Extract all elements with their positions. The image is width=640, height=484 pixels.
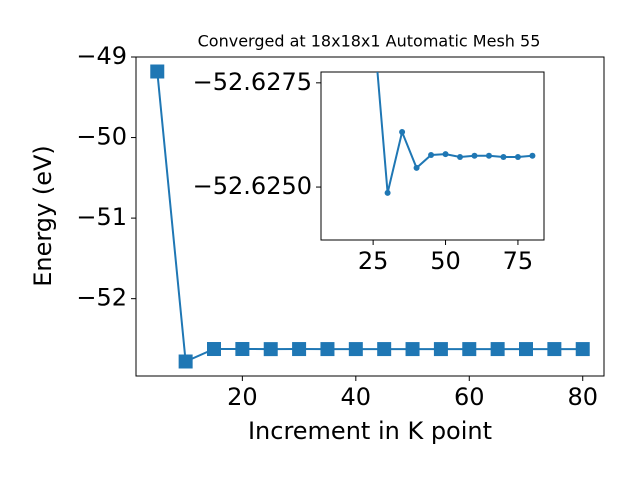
marker (370, 17, 376, 23)
x-tick-label: 80 (567, 383, 598, 411)
marker (150, 64, 165, 79)
marker (348, 342, 363, 357)
marker (547, 342, 562, 357)
x-tick-label: 40 (341, 383, 372, 411)
marker (384, 189, 391, 196)
marker (462, 342, 477, 357)
marker (413, 164, 420, 171)
marker (529, 152, 536, 159)
series-line (156, 71, 583, 363)
x-axis-label: Increment in K point (248, 417, 492, 445)
marker (457, 154, 464, 161)
series-group (150, 64, 590, 369)
marker (207, 342, 221, 357)
marker (320, 342, 335, 357)
series-group (370, 17, 536, 196)
marker (377, 342, 392, 357)
marker (399, 129, 406, 136)
marker (405, 342, 420, 357)
x-tick-label: 75 (503, 247, 534, 275)
x-tick-label: 20 (227, 383, 258, 411)
marker (428, 151, 435, 158)
marker (433, 342, 448, 357)
marker (442, 151, 449, 158)
marker (500, 154, 507, 161)
y-tick-label: −52.6250 (193, 172, 312, 200)
x-tick-label: 25 (358, 247, 389, 275)
marker (178, 354, 193, 369)
marker (235, 342, 250, 357)
marker (575, 342, 590, 357)
x-tick-label: 50 (430, 247, 461, 275)
y-tick-label: −51 (76, 203, 127, 231)
marker (514, 154, 521, 161)
y-tick-label: −52 (76, 284, 127, 312)
y-axis-label: Energy (eV) (29, 145, 57, 287)
marker (292, 342, 307, 357)
marker (471, 152, 478, 159)
marker (490, 342, 505, 357)
chart-title: Converged at 18x18x1 Automatic Mesh 55 (198, 32, 541, 51)
x-tick-label: 60 (454, 383, 485, 411)
y-tick-label: −50 (76, 123, 127, 151)
y-tick-label: −49 (76, 42, 127, 70)
marker (263, 342, 278, 357)
y-tick-label: −52.6275 (193, 68, 312, 96)
marker (485, 152, 492, 159)
marker (519, 342, 533, 357)
